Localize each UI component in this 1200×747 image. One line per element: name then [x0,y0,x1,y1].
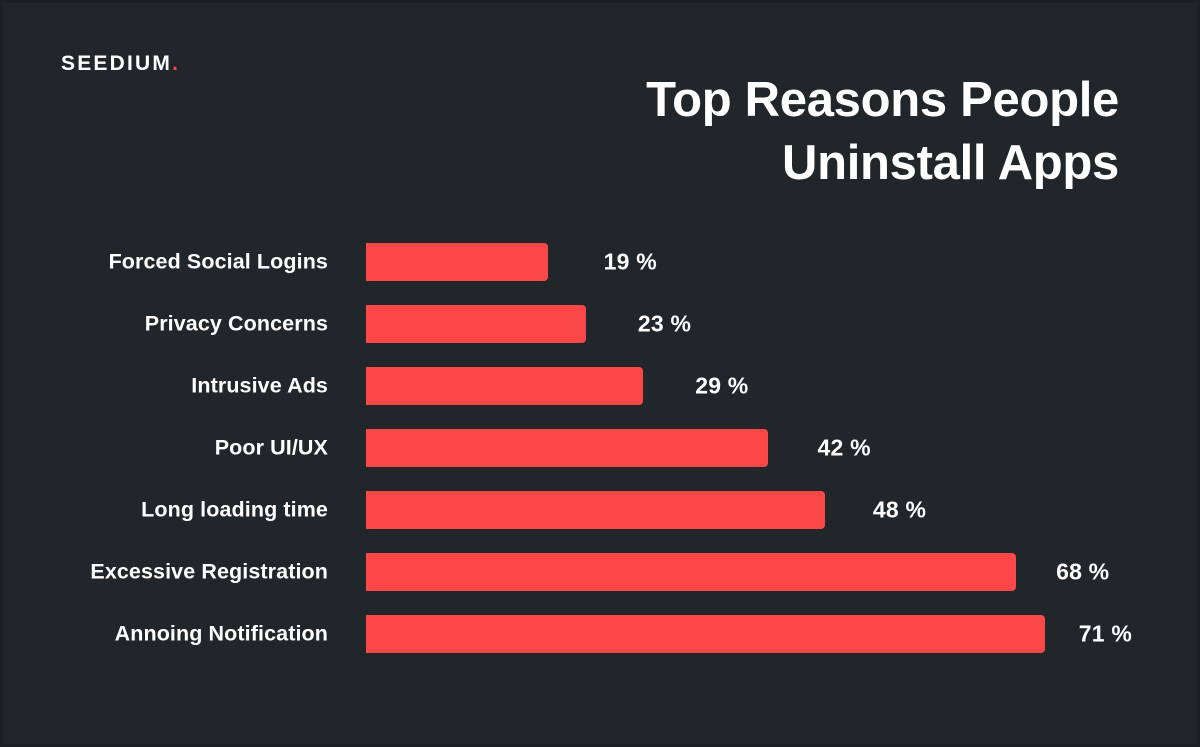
bar [366,553,1017,591]
bar-row: Poor UI/UX 42 % [3,417,1197,479]
bar-row: Privacy Concerns 23 % [3,293,1197,355]
bar-track: 29 % [366,367,1197,405]
bar-track: 19 % [366,243,1197,281]
bar [366,305,586,343]
page-title-line-1: Top Reasons People [646,73,1119,127]
bar-value-label: 42 % [817,434,871,461]
bar-track: 68 % [366,553,1197,591]
bar-value-label: 48 % [872,496,927,523]
bar-category-label: Long loading time [141,497,328,522]
bar [366,243,548,281]
bar [366,367,644,405]
brand-logo: SEEDIUM. [61,53,180,74]
page-title-line-2: Uninstall Apps [781,135,1119,190]
bar-track: 71 % [366,615,1197,653]
bar-track: 48 % [366,491,1197,529]
bar-track: 42 % [366,429,1197,467]
bar [366,491,825,529]
bar-value-label: 29 % [695,372,749,399]
bar [366,615,1045,653]
bar-row: Forced Social Logins 19 % [3,231,1197,293]
bar-row: Intrusive Ads 29 % [3,355,1197,417]
bar-category-label: Excessive Registration [90,559,328,584]
bar-row: Long loading time 48 % [3,479,1197,541]
bar-value-label: 71 % [1078,620,1132,647]
brand-dot: . [172,52,181,75]
bar-track: 23 % [366,305,1197,343]
page-title: Top Reasons People Uninstall Apps [479,69,1119,194]
bar [366,429,768,467]
bar-category-label: Forced Social Logins [108,249,328,274]
bar-value-label: 68 % [1056,558,1110,585]
brand-name: SEEDIUM [61,52,173,75]
bar-value-label: 19 % [603,248,657,275]
bar-chart: Forced Social Logins 19 % Privacy Concerns… [3,231,1197,665]
bar-value-label: 23 % [637,310,692,337]
bar-row: Annoing Notification 71 % [3,603,1197,665]
bar-category-label: Annoing Notification [114,621,328,646]
bar-category-label: Privacy Concerns [144,311,328,336]
bar-category-label: Poor UI/UX [214,435,328,460]
bar-category-label: Intrusive Ads [191,373,328,398]
bar-row: Excessive Registration 68 % [3,541,1197,603]
